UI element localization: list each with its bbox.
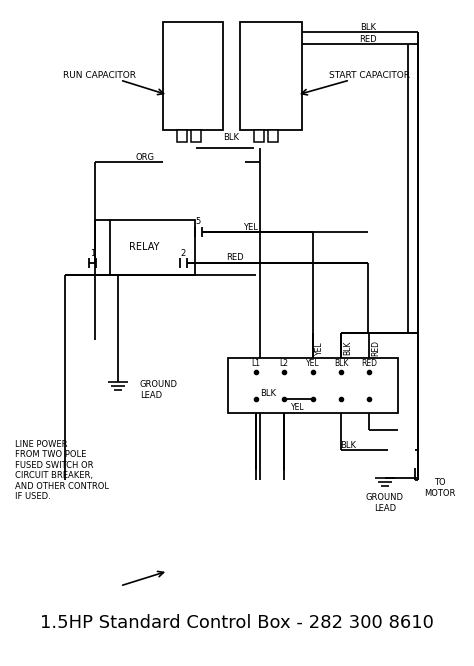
Bar (191, 130, 201, 142)
Text: YEL: YEL (291, 402, 305, 412)
Text: L2: L2 (280, 360, 289, 368)
Text: 2: 2 (181, 248, 186, 258)
Text: RUN CAPACITOR: RUN CAPACITOR (64, 71, 137, 79)
Text: 5: 5 (195, 218, 201, 226)
Text: BLK: BLK (343, 341, 352, 355)
Text: RED: RED (359, 35, 377, 43)
Text: YEL: YEL (315, 341, 324, 355)
Bar (228, 358, 398, 413)
Text: RED: RED (371, 340, 380, 356)
Bar (163, 22, 223, 130)
Text: RED: RED (361, 360, 377, 368)
Text: YEL: YEL (306, 360, 320, 368)
Text: START CAPACITOR: START CAPACITOR (329, 71, 410, 79)
Text: BLK: BLK (340, 440, 356, 450)
Bar (240, 22, 302, 130)
Text: 1: 1 (91, 248, 96, 258)
Text: GROUND
LEAD: GROUND LEAD (140, 380, 178, 400)
Bar (110, 220, 195, 275)
Bar (177, 130, 187, 142)
Text: BLK: BLK (334, 360, 348, 368)
Bar (268, 130, 278, 142)
Bar (254, 130, 264, 142)
Text: 1.5HP Standard Control Box - 282 300 8610: 1.5HP Standard Control Box - 282 300 861… (40, 614, 434, 632)
Text: BLK: BLK (260, 388, 276, 398)
Text: TO
MOTOR: TO MOTOR (424, 478, 456, 498)
Text: RED: RED (226, 254, 244, 262)
Text: BLK: BLK (223, 133, 239, 143)
Text: LINE POWER
FROM TWO POLE
FUSED SWITCH OR
CIRCUIT BREAKER,
AND OTHER CONTROL
IF U: LINE POWER FROM TWO POLE FUSED SWITCH OR… (15, 440, 109, 501)
Text: YEL: YEL (243, 222, 257, 232)
Text: ORG: ORG (136, 153, 155, 161)
Text: GROUND
LEAD: GROUND LEAD (366, 494, 404, 513)
Text: RELAY: RELAY (129, 242, 159, 252)
Text: BLK: BLK (360, 23, 376, 31)
Text: L1: L1 (252, 360, 261, 368)
